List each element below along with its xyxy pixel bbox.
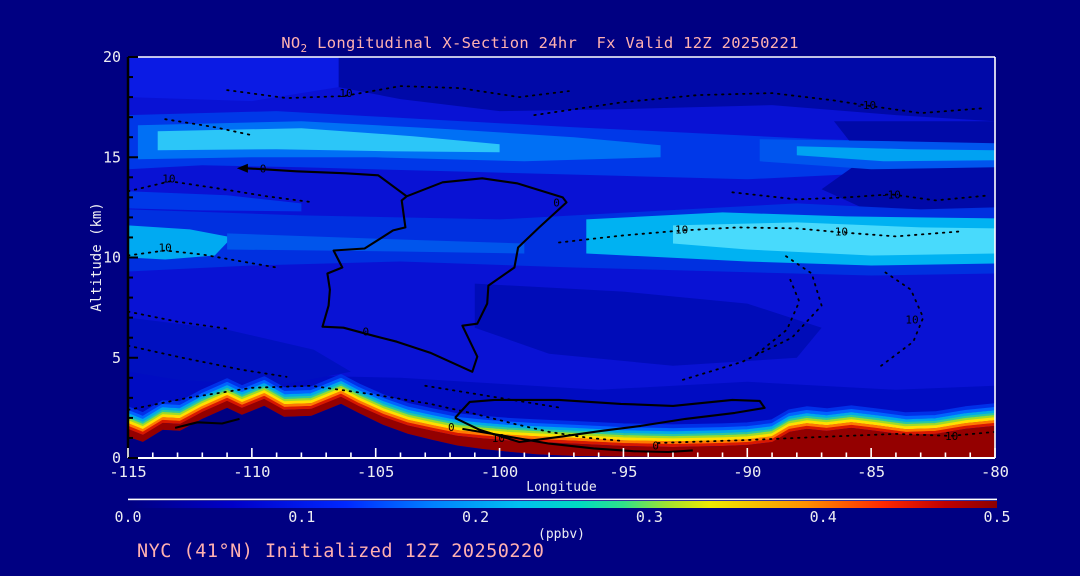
zero-contour bbox=[462, 427, 693, 454]
x-tick-label: -85 bbox=[857, 463, 885, 481]
filled-contour-region bbox=[128, 225, 232, 260]
contour-label: 10 bbox=[162, 172, 175, 185]
y-tick-label: 5 bbox=[112, 349, 121, 367]
filled-contour-region bbox=[673, 222, 995, 256]
contour-label: 0 bbox=[260, 162, 267, 175]
dotted-contour bbox=[128, 249, 278, 269]
x-tick-label: -110 bbox=[233, 463, 270, 481]
filled-contour-region bbox=[157, 128, 500, 153]
contour-label: 10 bbox=[905, 314, 918, 327]
contour-label: 10 bbox=[945, 430, 958, 443]
zero-contour bbox=[454, 398, 766, 444]
zero-contour bbox=[246, 167, 568, 373]
terrain-rainbow-band bbox=[128, 383, 995, 437]
title-text: Longitudinal X-Section 24hr Fx Valid 12Z… bbox=[307, 34, 799, 52]
colorbar: 0.0 0.1 0.2 0.3 0.4 0.5 bbox=[114, 498, 1011, 526]
contour-label: 0 bbox=[448, 421, 455, 434]
filled-contour-region bbox=[128, 317, 351, 386]
colorbar-tick-label: 0.4 bbox=[810, 508, 837, 526]
filled-contour-region bbox=[796, 146, 995, 162]
dotted-contour bbox=[226, 85, 570, 100]
chart-title: NO2 Longitudinal X-Section 24hr Fx Valid… bbox=[0, 34, 1080, 55]
terrain-underground bbox=[128, 403, 995, 458]
y-tick-label: 0 bbox=[112, 449, 121, 467]
filled-contour-region bbox=[128, 191, 302, 212]
contour-label: 10 bbox=[675, 223, 688, 236]
dotted-contour bbox=[424, 384, 563, 409]
x-tick-label: -115 bbox=[109, 463, 146, 481]
y-axis-title: Altitude (km) bbox=[89, 202, 105, 312]
colorbar-gradient bbox=[128, 501, 997, 508]
contour-label: 10 bbox=[339, 87, 352, 100]
init-annotation: NYC (41°N) Initialized 12Z 20250220 bbox=[137, 541, 545, 562]
x-axis-title: Longitude bbox=[526, 480, 597, 495]
y-tick-label: 15 bbox=[103, 148, 121, 166]
dotted-contour bbox=[128, 384, 625, 442]
terrain-rainbow-band bbox=[128, 388, 995, 442]
contour-label: 0 bbox=[362, 326, 369, 339]
colorbar-tick-label: 0.2 bbox=[462, 508, 489, 526]
x-tick-label: -90 bbox=[733, 463, 761, 481]
filled-contour-region bbox=[227, 233, 525, 254]
colorbar-top-line bbox=[128, 498, 997, 501]
x-tick-label: -105 bbox=[357, 463, 394, 481]
terrain-rainbow-band bbox=[128, 381, 995, 435]
terrain-rainbow-band bbox=[128, 385, 995, 439]
contour-label: 0 bbox=[553, 196, 560, 209]
colorbar-unit: (ppbv) bbox=[538, 527, 585, 542]
dotted-contour bbox=[558, 226, 962, 244]
surface-no2-band bbox=[128, 396, 995, 458]
contour-label: -10 bbox=[881, 188, 901, 201]
zero-contour bbox=[174, 417, 240, 429]
colorbar-tick-label: 0.5 bbox=[983, 508, 1010, 526]
terrain-rainbow-band bbox=[128, 393, 995, 447]
contour-label: 0 bbox=[652, 440, 659, 453]
filled-contour-region bbox=[128, 57, 339, 102]
x-tick-label: -80 bbox=[981, 463, 1009, 481]
dotted-contour bbox=[128, 344, 288, 378]
contour-label: -10 bbox=[856, 99, 876, 112]
filled-contour-region bbox=[338, 57, 995, 122]
dotted-contour bbox=[128, 310, 228, 330]
contour-label: 10 bbox=[835, 225, 848, 238]
colorbar-tick-label: 0.1 bbox=[288, 508, 315, 526]
contour-label: 10 bbox=[159, 241, 172, 254]
colorbar-tick-label: 0.3 bbox=[636, 508, 663, 526]
dotted-contour bbox=[128, 180, 315, 204]
title-species-subscript: 2 bbox=[300, 42, 308, 56]
y-tick-label: 20 bbox=[103, 48, 121, 66]
title-species: NO bbox=[281, 34, 301, 52]
dotted-contour bbox=[164, 118, 253, 137]
x-tick-label: -100 bbox=[481, 463, 518, 481]
y-tick-label: 10 bbox=[103, 249, 121, 267]
x-tick-label: -95 bbox=[609, 463, 637, 481]
colorbar-tick-label: 0.0 bbox=[114, 508, 141, 526]
terrain-rainbow-band bbox=[128, 377, 995, 432]
filled-contour-region bbox=[474, 283, 822, 366]
contour-arrowhead bbox=[236, 163, 248, 173]
